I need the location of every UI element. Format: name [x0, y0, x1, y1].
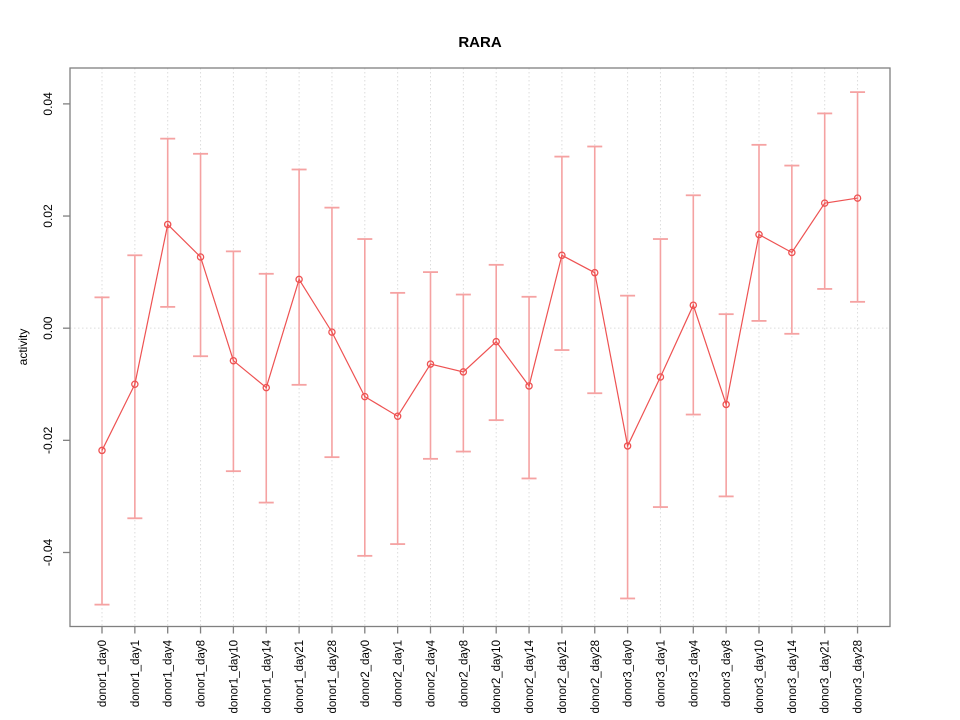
x-tick-label: donor2_day1 [393, 640, 405, 707]
data-point-marker [295, 275, 303, 284]
y-axis-title: activity [16, 329, 30, 366]
data-point-marker [98, 446, 106, 455]
x-tick-label: donor3_day21 [820, 640, 832, 714]
x-tick-label: donor1_day28 [327, 640, 339, 714]
y-tick-label: 0.02 [41, 204, 55, 228]
data-point-marker [492, 337, 500, 346]
x-tick-label: donor2_day10 [491, 640, 503, 714]
data-point-marker [788, 248, 796, 257]
x-tick-label: donor1_day8 [196, 640, 208, 707]
x-tick-label: donor2_day14 [524, 639, 536, 713]
data-point-marker [426, 360, 435, 368]
data-point-marker [525, 382, 533, 390]
gridlines [101, 68, 859, 627]
data-points [98, 194, 862, 455]
x-tick-label: donor2_day8 [458, 640, 470, 707]
data-point-marker [131, 380, 139, 389]
x-tick-label: donor3_day8 [721, 640, 733, 707]
data-point-marker [656, 373, 665, 381]
data-point-marker [591, 268, 599, 277]
y-tick-label: 0.00 [41, 316, 55, 340]
data-point-marker [623, 442, 632, 450]
x-tick-label: donor3_day0 [623, 640, 635, 707]
x-tick-label: donor1_day21 [294, 640, 306, 714]
y-tick-label: -0.04 [41, 538, 55, 566]
x-tick-label: donor1_day0 [97, 640, 109, 707]
series-polyline [101, 197, 858, 451]
x-axis-tick-labels: donor1_day0 donor1_day1 donor1_day4 donor1_… [97, 639, 865, 713]
x-tick-label: donor1_day10 [228, 640, 240, 714]
series-line [101, 197, 858, 451]
y-tick-label: 0.04 [41, 92, 55, 116]
data-point-marker [328, 328, 336, 336]
y-tick-label: -0.02 [41, 426, 55, 454]
x-tick-label: donor2_day0 [360, 640, 372, 707]
x-tick-label: donor1_day1 [130, 640, 142, 707]
data-point-marker [820, 199, 829, 207]
y-axis-tick-labels: 0.04 0.02 0.00 -0.02 -0.04 [41, 92, 55, 566]
y-axis-ticks [63, 103, 70, 554]
data-point-marker [196, 253, 205, 261]
data-point-marker [755, 230, 763, 239]
x-tick-label: donor3_day4 [688, 639, 700, 707]
x-tick-label: donor2_day21 [557, 640, 569, 714]
x-tick-label: donor1_day14 [261, 639, 273, 713]
x-axis-ticks [101, 626, 859, 634]
x-tick-label: donor2_day4 [426, 639, 438, 707]
error-bars [94, 91, 866, 606]
data-point-marker [393, 412, 402, 420]
x-tick-label: donor3_day14 [787, 639, 799, 713]
x-tick-label: donor1_day4 [163, 639, 175, 707]
chart-title: RARA [458, 34, 501, 51]
x-tick-label: donor3_day10 [754, 640, 766, 714]
data-point-marker [689, 301, 698, 309]
data-point-marker [853, 194, 862, 202]
x-tick-label: donor3_day1 [655, 640, 667, 707]
data-point-marker [361, 392, 369, 401]
plot-border-box [69, 67, 891, 628]
data-point-marker [722, 400, 730, 409]
data-point-marker [558, 251, 566, 260]
x-tick-label: donor3_day28 [853, 640, 865, 714]
data-point-marker [459, 368, 468, 376]
x-tick-label: donor2_day28 [590, 640, 602, 714]
data-point-marker [163, 220, 172, 229]
data-point-marker [262, 383, 270, 392]
data-point-marker [229, 356, 238, 365]
